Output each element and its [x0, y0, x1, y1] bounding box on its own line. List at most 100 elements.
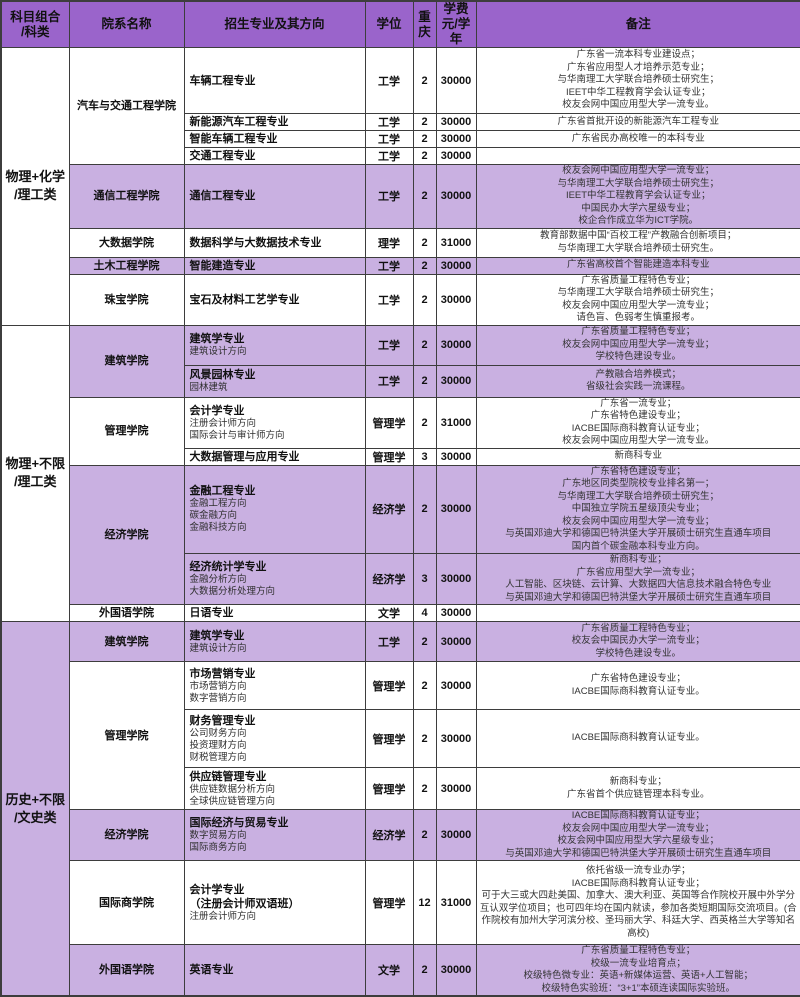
- table-row: 管理学院 市场营销专业 市场营销方向 数字营销方向 管理学 2 30000 广东…: [1, 661, 800, 810]
- table-row: 物理+化学 /理工类 汽车与交通工程学院 车辆工程专业 工学 2 30000 广…: [0, 47, 800, 326]
- major-cell: 供应链管理专业 供应链数据分析方向 全球供应链管理方向: [183, 767, 366, 810]
- degree-cell: 管理学: [364, 661, 414, 710]
- chongqing-cell: 2: [412, 809, 437, 861]
- degree-cell: 经济学: [364, 464, 414, 554]
- major-directions: 数字贸易方向 国际商务方向: [189, 830, 247, 853]
- tuition-cell: 30000: [435, 256, 477, 275]
- header-major: 招生专业及其方向: [183, 0, 366, 48]
- tuition-cell: 30000: [435, 604, 477, 622]
- college-cell: 汽车与交通工程学院: [68, 47, 185, 165]
- remarks-cell: 依托省级一流专业办学； IACBE国际商科教育认证专业； 可于大三或大四赴美国、…: [475, 860, 800, 945]
- tuition-cell: 30000: [435, 113, 477, 131]
- major-cell: 英语专业: [183, 944, 366, 997]
- major-directions: 金融分析方向 大数据分析处理方向: [189, 574, 276, 597]
- major-name: 智能建造专业: [189, 259, 256, 272]
- degree-cell: 文学: [364, 604, 414, 622]
- header-remarks: 备注: [475, 0, 800, 48]
- degree-cell: 文学: [364, 944, 414, 997]
- degree-cell: 管理学: [364, 767, 414, 810]
- degree-cell: 工学: [364, 621, 414, 662]
- remarks-cell: 广东省特色建设专业； IACBE国际商科教育认证专业。: [475, 661, 800, 710]
- tuition-cell: 30000: [435, 661, 477, 710]
- tuition-cell: 30000: [435, 324, 477, 366]
- section-label-physics-any: 物理+不限 /理工类: [0, 324, 70, 622]
- remarks-cell: 新商科专业； 广东省首个供应链管理本科专业。: [475, 767, 800, 810]
- chongqing-cell: 2: [412, 227, 437, 258]
- table-row: 国际商学院 会计学专业 （注册会计师双语班） 注册会计师方向 管理学 12 31…: [1, 860, 800, 945]
- major-name: 智能车辆工程专业: [189, 133, 278, 145]
- major-directions: 公司财务方向 投资理财方向 财税管理方向: [189, 727, 247, 763]
- degree-cell: 管理学: [364, 860, 414, 945]
- table-row: 外国语学院 日语专业 文学 4 30000: [1, 604, 800, 622]
- major-cell: 经济统计学专业 金融分析方向 大数据分析处理方向: [183, 553, 366, 605]
- major-cell: 日语专业: [183, 604, 366, 622]
- college-cell: 通信工程学院: [68, 164, 185, 229]
- header-chongqing: 重庆: [412, 0, 437, 48]
- chongqing-cell: 2: [412, 661, 437, 710]
- major-name: 大数据管理与应用专业: [189, 450, 300, 463]
- degree-cell: 经济学: [364, 809, 414, 861]
- chongqing-cell: 2: [412, 147, 437, 165]
- major-directions: 注册会计师方向: [189, 910, 257, 922]
- table-row: 风景园林专业 园林建筑 工学 2 30000 产教融合培养模式； 省级社会实践一…: [1, 364, 800, 398]
- degree-cell: 工学: [364, 364, 414, 398]
- major-name: 宝石及材料工艺学专业: [189, 293, 300, 306]
- chongqing-cell: 3: [412, 553, 437, 605]
- remarks-cell: 广东省特色建设专业； 广东地区同类型院校专业排名第一； 与华南理工大学联合培养硕…: [475, 464, 800, 554]
- major-name: 交通工程专业: [189, 150, 256, 162]
- degree-cell: 工学: [364, 273, 414, 326]
- college-cell: 建筑学院: [68, 621, 185, 662]
- college-cell: 大数据学院: [68, 227, 185, 258]
- major-name: 日语专业: [189, 607, 234, 619]
- table-row: 外国语学院 英语专业 文学 2 30000 广东省质量工程特色专业； 校级一流专…: [1, 944, 800, 997]
- tuition-cell: 30000: [435, 767, 477, 810]
- major-cell: 建筑学专业 建筑设计方向: [183, 621, 366, 662]
- table-row: 交通工程专业 工学 2 30000: [1, 147, 800, 165]
- chongqing-cell: 2: [412, 621, 437, 662]
- major-name: 建筑学专业: [189, 629, 245, 642]
- college-cell: 经济学院: [68, 464, 185, 605]
- major-directions: 供应链数据分析方向 全球供应链管理方向: [189, 783, 276, 807]
- remarks-cell: 广东省高校首个智能建造本科专业: [475, 256, 800, 275]
- college-cell: 建筑学院: [68, 324, 185, 398]
- table-row: 大数据学院 数据科学与大数据技术专业 理学 2 31000 教育部数据中国“百校…: [1, 227, 800, 258]
- remarks-cell: 广东省一流本科专业建设点； 广东省应用型人才培养示范专业； 与华南理工大学联合培…: [475, 47, 800, 114]
- major-directions: 园林建筑: [189, 382, 228, 393]
- table-row: 历史+不限 /文史类 建筑学院 建筑学专业 建筑设计方向 工学 2 30000 …: [0, 621, 800, 997]
- remarks-cell: 校友会网中国应用型大学一流专业； 与华南理工大学联合培养硕士研究生； IEET中…: [475, 164, 800, 229]
- college-cell: 国际商学院: [68, 860, 185, 945]
- degree-cell: 经济学: [364, 553, 414, 605]
- remarks-cell: 广东省民办高校唯一的本科专业: [475, 130, 800, 148]
- major-cell: 财务管理专业 公司财务方向 投资理财方向 财税管理方向: [183, 709, 366, 768]
- major-name: 通信工程专业: [189, 190, 256, 203]
- chongqing-cell: 2: [412, 273, 437, 326]
- major-cell: 新能源汽车工程专业: [183, 113, 366, 131]
- table-row: 珠宝学院 宝石及材料工艺学专业 工学 2 30000 广东省质量工程特色专业； …: [1, 273, 800, 326]
- major-name: 数据科学与大数据技术专业: [189, 236, 322, 249]
- major-name: 金融工程专业: [189, 485, 256, 498]
- section-label-history-any: 历史+不限 /文史类: [0, 621, 70, 997]
- major-name: 车辆工程专业: [189, 74, 256, 87]
- chongqing-cell: 2: [412, 113, 437, 131]
- major-cell: 会计学专业 注册会计师方向 国际会计与审计师方向: [183, 396, 366, 449]
- chongqing-cell: 2: [412, 364, 437, 398]
- college-cell: 土木工程学院: [68, 256, 185, 275]
- tuition-cell: 30000: [435, 164, 477, 229]
- table-row: 智能车辆工程专业 工学 2 30000 广东省民办高校唯一的本科专业: [1, 130, 800, 148]
- header-tuition: 学费 元/学 年: [435, 0, 477, 48]
- chongqing-cell: 4: [412, 604, 437, 622]
- remarks-cell: 教育部数据中国“百校工程”产教融合创新项目； 与华南理工大学联合培养硕士研究生。: [475, 227, 800, 258]
- major-cell: 会计学专业 （注册会计师双语班） 注册会计师方向: [183, 860, 366, 945]
- degree-cell: 管理学: [364, 447, 414, 466]
- degree-cell: 工学: [364, 130, 414, 148]
- chongqing-cell: 2: [412, 47, 437, 114]
- remarks-cell: IACBE国际商科教育认证专业。: [475, 709, 800, 768]
- tuition-cell: 30000: [435, 273, 477, 326]
- major-cell: 风景园林专业 园林建筑: [183, 364, 366, 398]
- tuition-cell: 30000: [435, 553, 477, 605]
- degree-cell: 工学: [364, 147, 414, 165]
- degree-cell: 管理学: [364, 709, 414, 768]
- major-directions: 金融工程方向 碳金融方向 金融科技方向: [189, 498, 247, 534]
- section-label-physics-chemistry: 物理+化学 /理工类: [0, 47, 70, 326]
